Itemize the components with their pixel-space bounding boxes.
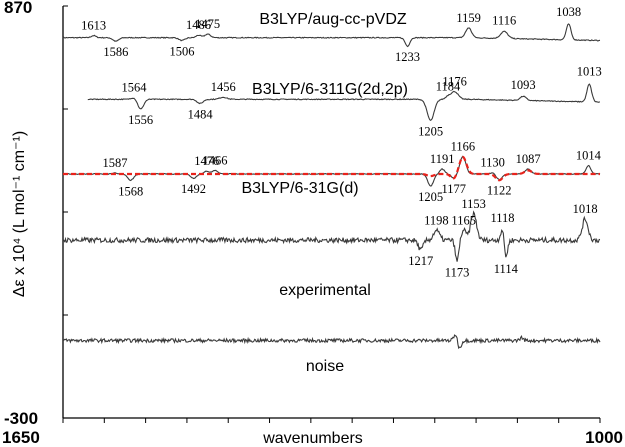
peak-label: 1466: [203, 153, 228, 167]
peak-label: 1484: [188, 108, 214, 122]
peak-label: 1122: [487, 184, 512, 198]
peak-label: 1456: [211, 80, 236, 94]
series-title-aug-cc-pvdz: B3LYP/aug-cc-pVDZ: [259, 11, 407, 28]
peak-label: 1153: [461, 197, 486, 211]
peak-label: 1198: [424, 213, 449, 227]
peak-label: 1165: [451, 213, 476, 227]
peak-label: 1173: [445, 265, 470, 279]
peak-label: 1586: [103, 45, 128, 59]
peak-label: 1587: [103, 156, 128, 170]
peak-label: 1613: [81, 19, 106, 33]
peak-label: 1093: [511, 78, 536, 92]
peak-label: 1184: [436, 79, 461, 93]
peak-label: 1038: [556, 5, 581, 19]
peak-label: 1476: [194, 154, 219, 168]
peak-label: 1014: [576, 149, 602, 163]
peak-label: 1191: [430, 152, 455, 166]
peak-label: 1205: [418, 190, 443, 204]
peak-label: 1177: [441, 182, 466, 196]
series-title-6-311g: B3LYP/6-311G(2d,2p): [252, 81, 408, 98]
peak-label: 1130: [480, 156, 505, 170]
peak-label: 1233: [395, 50, 420, 64]
y-tick-label-bottom: -300: [4, 409, 38, 428]
axes-frame: [62, 6, 600, 419]
peak-label: 1564: [122, 81, 148, 95]
x-tick-label-right: 1000: [585, 428, 623, 447]
peak-label: 1118: [490, 211, 514, 225]
y-axis-title: Δε x 10⁴ (L mol⁻¹ cm⁻¹): [11, 131, 28, 297]
x-axis-ticks: [62, 418, 601, 423]
peak-label: 1568: [118, 184, 143, 198]
spectra-traces: [62, 23, 601, 350]
series-line-4: [62, 334, 601, 350]
peak-label: 1556: [128, 113, 153, 127]
series-line-3: [62, 210, 601, 262]
peak-label: 1013: [577, 65, 602, 79]
series-line-0: [62, 23, 601, 48]
peak-label: 1217: [408, 254, 433, 268]
peak-label: 1166: [451, 139, 476, 153]
peak-label: 1506: [169, 45, 194, 59]
y-axis-ticks: [63, 5, 68, 419]
series-line-1: [87, 83, 600, 121]
peak-label: 1205: [418, 124, 443, 138]
peak-label: 1486: [186, 18, 211, 32]
peak-label: 1492: [181, 182, 206, 196]
peak-label: 1116: [492, 14, 516, 28]
x-axis-title: wavenumbers: [262, 430, 363, 447]
peak-label: 1176: [442, 75, 467, 89]
series-title-experimental: experimental: [279, 282, 371, 299]
peak-label: 1018: [573, 202, 598, 216]
x-tick-label-left: 1650: [2, 428, 40, 447]
y-tick-label-top: 870: [4, 0, 32, 17]
peak-label: 1159: [456, 11, 481, 25]
peak-label: 1475: [195, 17, 220, 31]
series-title-noise: noise: [306, 358, 344, 375]
comparison-dashed-line: [63, 155, 600, 182]
peak-label: 1087: [516, 152, 541, 166]
peak-label: 1114: [494, 262, 519, 276]
series-title-6-31g: B3LYP/6-31G(d): [241, 180, 358, 197]
